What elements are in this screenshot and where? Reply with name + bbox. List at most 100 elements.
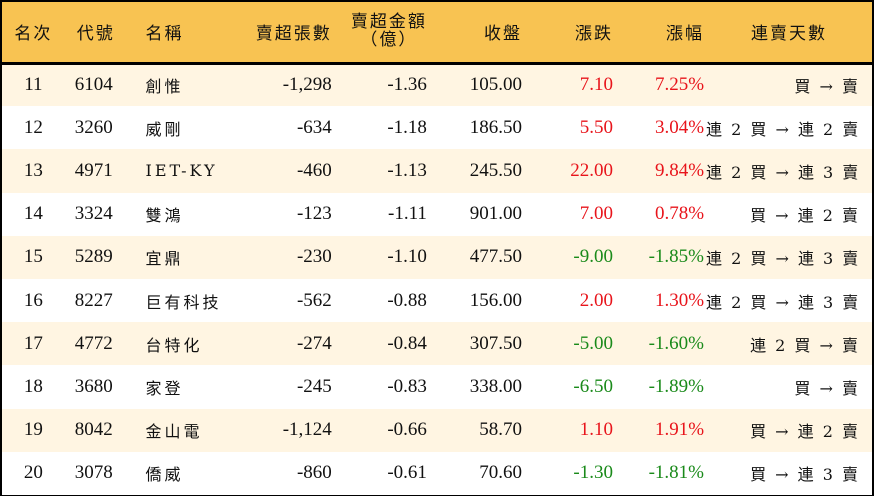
sell-amount-cell: -1.18 (387, 116, 427, 138)
code-cell: 3260 (74, 116, 113, 138)
sell-amount-cell: -0.88 (387, 289, 427, 311)
streak-cell: 連 2 買 → 連 3 賣 (706, 249, 861, 269)
rank-cell: 11 (24, 74, 43, 96)
name-cell: IET-KY (145, 161, 218, 181)
header-change-pct: 漲幅 (614, 2, 707, 65)
change-cell: -9.00 (573, 246, 613, 268)
close-cell: 477.50 (469, 246, 522, 268)
header-rank: 名次 (2, 2, 65, 65)
rank-cell: 12 (23, 116, 43, 138)
change-pct-cell: 3.04% (654, 116, 705, 138)
header-sell-amount-line2: （億） (360, 30, 418, 51)
close-cell: 901.00 (469, 203, 522, 225)
change-cell: -1.30 (573, 462, 613, 484)
rank-cell: 14 (23, 203, 43, 225)
table-row: 18 3680 家登 -245 -0.83 338.00 -6.50 -1.89… (2, 365, 872, 409)
header-streak: 連賣天數 (706, 2, 872, 65)
code-cell: 3078 (74, 462, 113, 484)
rank-cell: 13 (23, 159, 43, 181)
table-row: 20 3078 僑威 -860 -0.61 70.60 -1.30 -1.81%… (2, 451, 872, 495)
streak-cell: 買 → 連 2 賣 (750, 422, 860, 442)
header-row: 名次 代號 名稱 賣超張數 賣超金額 （億） 收盤 漲跌 漲幅 連賣天數 (2, 2, 872, 65)
header-close: 收盤 (432, 2, 524, 65)
close-cell: 105.00 (469, 74, 522, 96)
table-row: 17 4772 台特化 -274 -0.84 307.50 -5.00 -1.6… (2, 322, 872, 366)
rank-cell: 20 (23, 462, 43, 484)
sell-amount-cell: -0.61 (387, 462, 427, 484)
change-cell: -6.50 (573, 375, 613, 397)
name-cell: 僑威 (145, 465, 184, 485)
sell-shares-cell: -460 (296, 159, 332, 181)
code-cell: 3324 (74, 203, 113, 225)
table-row: 12 3260 威剛 -634 -1.18 186.50 5.50 3.04% … (2, 106, 872, 150)
close-cell: 58.70 (479, 419, 522, 441)
rank-cell: 15 (23, 246, 43, 268)
table-row: 15 5289 宜鼎 -230 -1.10 477.50 -9.00 -1.85… (2, 235, 872, 279)
sell-amount-cell: -0.83 (387, 375, 427, 397)
name-cell: 威剛 (145, 119, 184, 139)
header-sell-amount-line1: 賣超金額 (350, 12, 427, 33)
close-cell: 70.60 (479, 462, 522, 484)
table-row: 16 8227 巨有科技 -562 -0.88 156.00 2.00 1.30… (2, 278, 872, 323)
header-sell-amount: 賣超金額 （億） (331, 2, 433, 65)
streak-cell: 連 2 買 → 連 2 賣 (706, 119, 861, 139)
change-cell: 22.00 (570, 159, 613, 181)
code-cell: 4971 (74, 159, 113, 181)
name-cell: 創惟 (145, 77, 184, 97)
table-row: 19 8042 金山電 -1,124 -0.66 58.70 1.10 1.91… (2, 408, 872, 452)
change-cell: 7.10 (579, 74, 613, 96)
code-cell: 3680 (74, 375, 113, 397)
change-pct-cell: -1.85% (648, 246, 705, 268)
sell-shares-cell: -230 (296, 246, 332, 268)
sell-amount-cell: -1.10 (387, 246, 427, 268)
sell-shares-cell: -562 (296, 289, 332, 311)
close-cell: 307.50 (469, 332, 522, 354)
change-pct-cell: 9.84% (654, 159, 705, 181)
rank-cell: 19 (23, 419, 43, 441)
code-cell: 4772 (74, 332, 113, 354)
sell-shares-cell: -1,298 (282, 74, 332, 96)
name-cell: 巨有科技 (145, 292, 222, 312)
sell-shares-cell: -123 (296, 203, 332, 225)
table-row: 11 6104 創惟 -1,298 -1.36 105.00 7.10 7.25… (2, 63, 872, 107)
change-cell: -5.00 (573, 332, 613, 354)
close-cell: 156.00 (469, 289, 522, 311)
sell-amount-cell: -1.11 (388, 203, 427, 225)
rank-cell: 16 (23, 289, 43, 311)
name-cell: 台特化 (145, 335, 203, 355)
name-cell: 家登 (145, 378, 184, 398)
rank-cell: 17 (23, 332, 43, 354)
change-pct-cell: 7.25% (654, 74, 705, 96)
sell-amount-cell: -1.36 (387, 74, 427, 96)
table-row: 13 4971 IET-KY -460 -1.13 245.50 22.00 9… (2, 149, 872, 193)
close-cell: 245.50 (469, 159, 522, 181)
code-cell: 8042 (74, 419, 113, 441)
streak-cell: 買 → 賣 (794, 77, 860, 97)
change-cell: 5.50 (579, 116, 613, 138)
close-cell: 338.00 (469, 375, 522, 397)
change-cell: 7.00 (579, 203, 613, 225)
streak-cell: 買 → 連 2 賣 (750, 206, 860, 226)
code-cell: 8227 (74, 289, 113, 311)
change-cell: 2.00 (579, 289, 613, 311)
sell-amount-cell: -1.13 (387, 159, 427, 181)
table-row: 14 3324 雙鴻 -123 -1.11 901.00 7.00 0.78% … (2, 192, 872, 236)
header-sell-shares: 賣超張數 (234, 2, 332, 65)
streak-cell: 連 2 買 → 連 3 賣 (706, 292, 861, 312)
header-change: 漲跌 (523, 2, 615, 65)
change-cell: 1.10 (579, 419, 613, 441)
name-cell: 雙鴻 (145, 206, 184, 226)
sell-shares-cell: -245 (296, 375, 332, 397)
change-pct-cell: 1.91% (654, 419, 705, 441)
streak-cell: 買 → 連 3 賣 (750, 465, 860, 485)
header-code: 代號 (64, 2, 134, 65)
sell-shares-cell: -860 (296, 462, 332, 484)
streak-cell: 買 → 賣 (794, 378, 860, 398)
code-cell: 6104 (74, 74, 113, 96)
change-pct-cell: -1.89% (648, 375, 705, 397)
rank-cell: 18 (23, 375, 43, 397)
sell-amount-cell: -0.66 (387, 419, 427, 441)
close-cell: 186.50 (469, 116, 522, 138)
